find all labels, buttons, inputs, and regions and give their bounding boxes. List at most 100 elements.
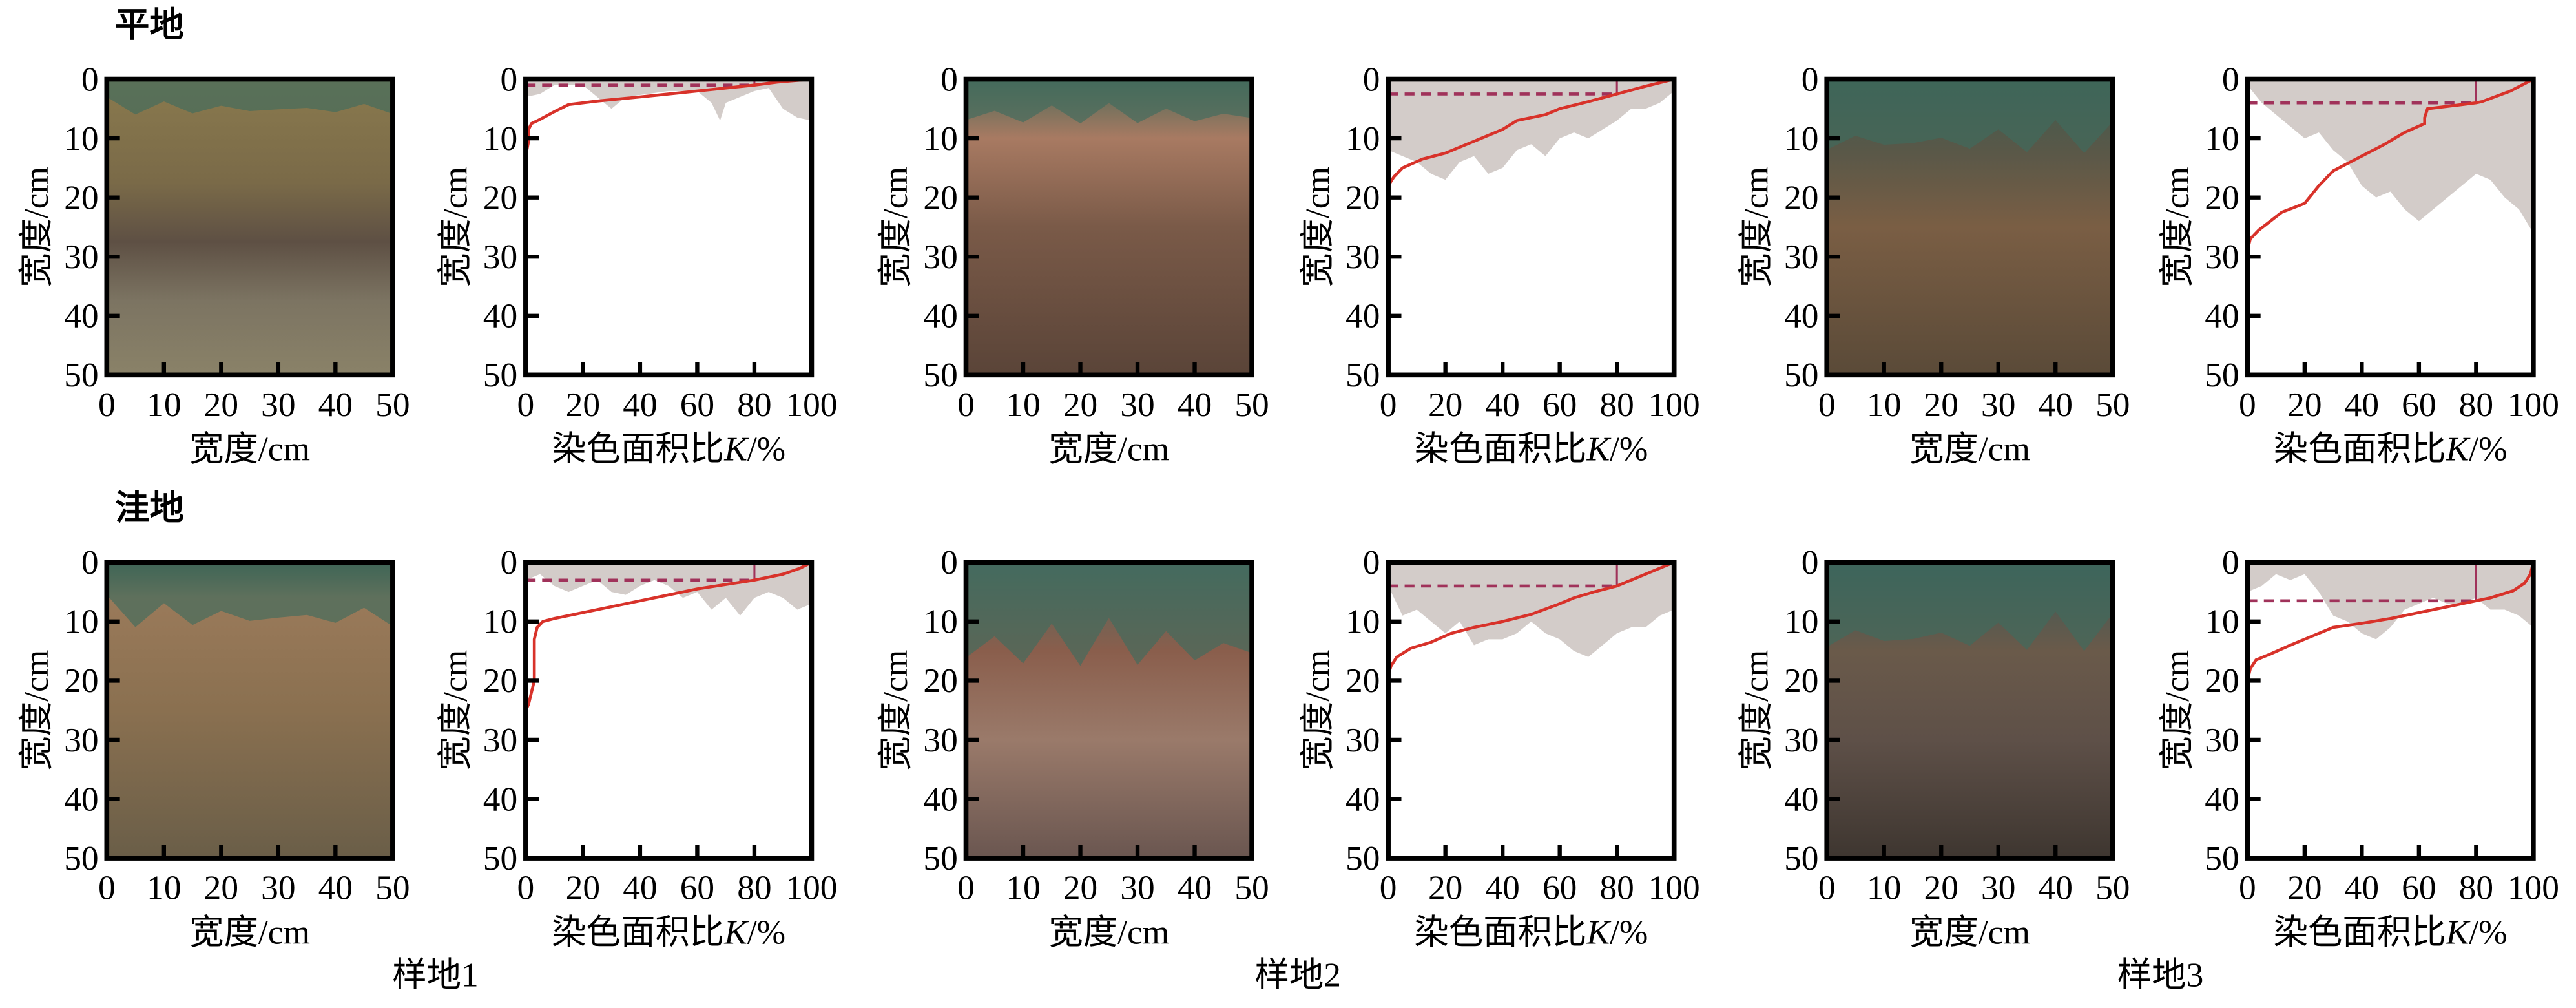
x-tick-label: 100 [1648, 868, 1700, 907]
x-tick-label: 0 [957, 385, 975, 424]
y-axis-label: 宽度/cm [1737, 167, 1776, 288]
y-tick-label: 40 [483, 297, 517, 335]
x-axis-label: 宽度/cm [1909, 430, 2030, 468]
dye-ratio-curve [2246, 562, 2535, 681]
x-tick-label: 60 [680, 385, 714, 424]
x-axis-label: 染色面积比K/% [1414, 912, 1648, 951]
plot-frame [523, 560, 815, 861]
x-tick-label: 80 [737, 385, 771, 424]
x-tick-label: 0 [98, 868, 116, 907]
dye-stain-region [1827, 562, 2113, 651]
y-axis-label: 宽度/cm [435, 650, 474, 771]
x-tick-label: 0 [2239, 385, 2256, 424]
y-tick-label: 10 [1784, 602, 1818, 641]
x-tick-label: 30 [1120, 385, 1154, 424]
x-tick-label: 0 [98, 385, 116, 424]
x-tick-label: 10 [1867, 385, 1901, 424]
y-axis-label: 宽度/cm [1298, 650, 1337, 771]
dye-ratio-curve [1387, 78, 1675, 187]
x-tick-label: 20 [2287, 385, 2322, 424]
plot-frame [963, 76, 1254, 378]
x-axis-label-text: 染色面积比 [552, 912, 724, 951]
y-tick-label: 50 [1345, 839, 1380, 877]
plot-background [525, 79, 812, 375]
y-tick-label: 10 [923, 602, 957, 641]
y-tick-label: 50 [2205, 355, 2239, 394]
dye-ratio-chart: 0 20 40 60 80 100 0 10 20 30 40 50 染色面积比K/% 宽度/cm [435, 543, 837, 951]
soil-profile-photo [966, 79, 1252, 375]
x-tick-label: 100 [785, 385, 837, 424]
dye-stain-region [966, 79, 1252, 124]
y-tick-label: 30 [483, 237, 517, 276]
y-tick-label: 0 [500, 543, 517, 582]
y-axis-label: 宽度/cm [2157, 650, 2196, 771]
y-tick-label: 40 [1345, 297, 1380, 335]
x-axis-label-var: K [2446, 912, 2471, 951]
x-tick-label: 40 [2345, 385, 2379, 424]
x-tick-label: 30 [1981, 385, 2015, 424]
plot-frame [1386, 560, 1677, 861]
site-label: 样地2 [1255, 955, 1342, 994]
y-tick-label: 0 [2222, 59, 2239, 98]
x-tick-label: 40 [1178, 868, 1212, 907]
x-tick-label: 10 [1006, 385, 1040, 424]
plot-frame [523, 76, 815, 378]
x-axis-label: 染色面积比K/% [2274, 430, 2508, 468]
x-axis-label-unit: /% [747, 430, 785, 468]
y-tick-label: 20 [923, 661, 957, 700]
plot-frame [1824, 560, 2115, 861]
x-tick-label: 50 [2095, 868, 2130, 907]
x-tick-label: 80 [1599, 385, 1634, 424]
stained-area [2247, 562, 2533, 640]
dye-stain-region [1827, 79, 2113, 153]
x-tick-label: 0 [517, 385, 535, 424]
y-tick-label: 30 [1784, 237, 1818, 276]
y-axis-label: 宽度/cm [1737, 650, 1776, 771]
dye-ratio-curve [2246, 78, 2534, 251]
x-tick-label: 10 [1867, 868, 1901, 907]
dye-ratio-chart: 0 20 40 60 80 100 0 10 20 30 40 50 染色面积比K/% 宽度/cm [1298, 59, 1700, 468]
y-tick-label: 30 [1345, 720, 1380, 759]
y-tick-label: 10 [483, 602, 517, 641]
y-tick-label: 10 [2205, 602, 2239, 641]
x-tick-label: 20 [566, 385, 600, 424]
x-tick-label: 20 [1924, 385, 1958, 424]
y-tick-label: 0 [81, 543, 99, 582]
y-tick-label: 0 [1363, 543, 1380, 582]
y-tick-label: 30 [2205, 720, 2239, 759]
y-tick-label: 0 [81, 59, 99, 98]
y-tick-label: 10 [64, 119, 98, 158]
stained-area [2247, 79, 2533, 233]
dye-ratio-curve [524, 78, 812, 157]
y-tick-label: 30 [2205, 237, 2239, 276]
plot-frame [1386, 76, 1677, 378]
x-axis-label-var: K [2446, 430, 2471, 468]
x-tick-label: 50 [2095, 385, 2130, 424]
y-tick-label: 40 [2205, 297, 2239, 335]
x-axis-label-unit: /% [1610, 430, 1648, 468]
y-tick-label: 30 [1345, 237, 1380, 276]
y-axis-label: 宽度/cm [876, 650, 915, 771]
y-tick-label: 10 [1345, 602, 1380, 641]
y-tick-label: 50 [923, 839, 957, 877]
x-axis-label-text: 染色面积比 [2274, 430, 2446, 468]
y-tick-label: 10 [2205, 119, 2239, 158]
x-tick-label: 10 [147, 385, 181, 424]
x-tick-label: 30 [261, 868, 295, 907]
x-tick-label: 0 [1380, 868, 1397, 907]
x-tick-label: 100 [2508, 385, 2559, 424]
x-axis-label-unit: /% [2469, 912, 2507, 951]
y-tick-label: 50 [1784, 355, 1818, 394]
x-axis-label-text: 染色面积比 [1414, 912, 1586, 951]
y-tick-label: 0 [940, 59, 958, 98]
site-label: 样地3 [2117, 955, 2204, 994]
plot-frame [2245, 76, 2536, 378]
plot-frame [104, 560, 395, 861]
y-tick-label: 50 [923, 355, 957, 394]
plot-frame [1824, 76, 2115, 378]
x-tick-label: 80 [2459, 385, 2493, 424]
y-tick-label: 50 [64, 355, 98, 394]
x-axis-label: 染色面积比K/% [552, 912, 785, 951]
